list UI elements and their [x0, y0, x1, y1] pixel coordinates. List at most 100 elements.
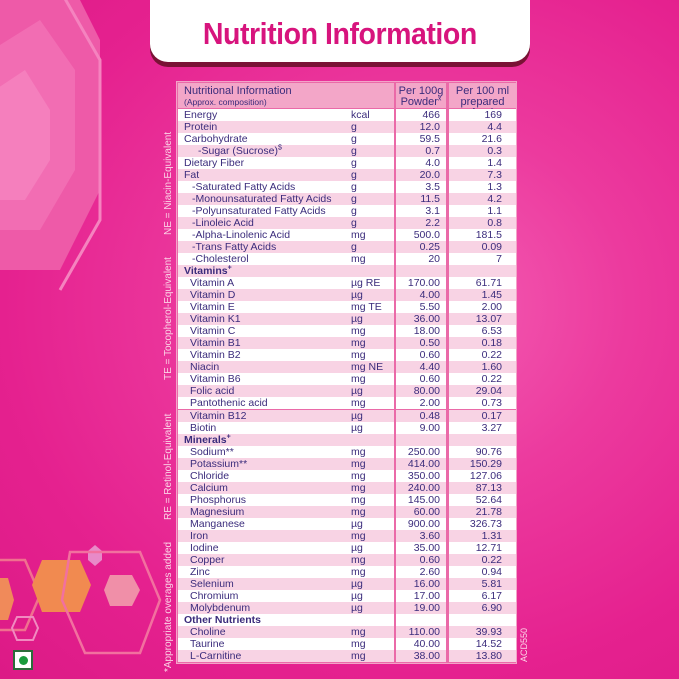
- value-per-100g: [396, 613, 446, 626]
- nutrient-label: Vitamin B6: [190, 373, 241, 386]
- nutrient-row: Sodium** mg 250.00 90.76: [178, 445, 516, 458]
- nutrient-name: Vitamin E: [190, 301, 235, 313]
- nutrient-row: -Monounsaturated Fatty Acids g 11.5 4.2: [178, 193, 516, 206]
- nutrient-label: Fat: [184, 169, 200, 182]
- nutrient-row: Folic acid µg 80.00 29.04: [178, 385, 516, 398]
- value-per-100ml: 150.29: [449, 457, 516, 470]
- nutrient-row: Copper mg 0.60 0.22: [178, 553, 516, 566]
- nutrient-name: -Monounsaturated Fatty Acids: [192, 193, 332, 205]
- value-per-100g: 0.60: [396, 373, 446, 386]
- nutrient-row: Zinc mg 2.60 0.94: [178, 565, 516, 578]
- nutrient-name: Vitamins+: [184, 265, 232, 278]
- nutrient-unit: mg: [351, 457, 366, 470]
- value-per-100ml: 0.22: [449, 349, 516, 362]
- value-per-100g: 12.0: [396, 121, 446, 134]
- value-per-100ml: 181.5: [449, 229, 516, 242]
- nutrient-name: Potassium**: [190, 458, 247, 470]
- nutrient-label: Pantothenic acid: [190, 397, 268, 410]
- nutrient-row: Vitamin C mg 18.00 6.53: [178, 325, 516, 338]
- note-overages: *Appropriate overages added: [163, 541, 174, 672]
- note-niacin-equivalent: NE = Niacin-Equivalent: [163, 131, 174, 235]
- nutrient-cell: Vitamin B2 mg: [178, 349, 394, 362]
- nutrient-unit: µg: [351, 517, 363, 530]
- nutrient-label: Chromium: [190, 589, 239, 602]
- value-per-100g: 17.00: [396, 589, 446, 602]
- nutrient-label: Vitamin B12: [190, 409, 247, 422]
- nutrient-label: Protein: [184, 121, 218, 134]
- nutrient-name: Zinc: [190, 566, 210, 578]
- nutrient-row: -Polyunsaturated Fatty Acids g 3.1 1.1: [178, 205, 516, 218]
- value-per-100ml: 0.22: [449, 373, 516, 386]
- nutrient-name: Iodine: [190, 542, 219, 554]
- product-code: ACD550: [519, 627, 529, 662]
- nutrient-label: -Polyunsaturated Fatty Acids: [192, 205, 326, 218]
- nutrient-row: Vitamin B12 µg 0.48 0.17: [178, 409, 516, 422]
- section-heading-row: Other Nutrients: [178, 613, 516, 626]
- value-per-100g: 0.60: [396, 553, 446, 566]
- nutrient-row: Potassium** mg 414.00 150.29: [178, 457, 516, 470]
- nutrient-unit: g: [351, 217, 357, 230]
- nutrient-unit: µg: [351, 589, 363, 602]
- nutrient-cell: Fat g: [178, 169, 394, 182]
- nutrient-unit: µg: [351, 577, 363, 590]
- value-per-100g: 3.5: [396, 181, 446, 194]
- nutrient-unit: mg: [351, 445, 366, 458]
- value-per-100g: 500.0: [396, 229, 446, 242]
- note-tocopherol-equivalent: TE = Tocopherol-Equivalent: [163, 257, 174, 380]
- nutrient-row: Niacin mg NE 4.40 1.60: [178, 361, 516, 374]
- value-per-100ml: 4.2: [449, 193, 516, 206]
- nutrient-cell: Phosphorus mg: [178, 493, 394, 506]
- value-per-100g: 36.00: [396, 313, 446, 326]
- nutrient-cell: Minerals+: [178, 433, 394, 446]
- value-per-100g: 240.00: [396, 481, 446, 494]
- nutrient-unit: mg: [351, 505, 366, 518]
- nutrient-cell: -Cholesterol mg: [178, 253, 394, 266]
- nutrient-label: -Monounsaturated Fatty Acids: [192, 193, 332, 206]
- nutrient-cell: Vitamin E mg TE: [178, 301, 394, 314]
- value-per-100g: 3.1: [396, 205, 446, 218]
- nutrient-cell: Protein g: [178, 121, 394, 134]
- value-per-100g: 9.00: [396, 421, 446, 434]
- nutrient-row: Vitamin B6 mg 0.60 0.22: [178, 373, 516, 386]
- nutrient-row: Vitamin B1 mg 0.50 0.18: [178, 337, 516, 350]
- value-per-100ml: 1.31: [449, 529, 516, 542]
- nutrient-cell: Vitamin A µg RE: [178, 277, 394, 290]
- value-per-100g: 2.2: [396, 217, 446, 230]
- nutrient-label: Sodium**: [190, 445, 234, 458]
- nutrient-name: Vitamin K1: [190, 313, 241, 325]
- nutrient-row: Choline mg 110.00 39.93: [178, 625, 516, 638]
- nutrient-unit: mg: [351, 493, 366, 506]
- value-per-100ml: 39.93: [449, 625, 516, 638]
- value-per-100ml: 2.00: [449, 301, 516, 314]
- nutrient-unit: mg: [351, 253, 366, 266]
- value-per-100g: [396, 433, 446, 446]
- nutrient-cell: Copper mg: [178, 553, 394, 566]
- nutrient-name: Taurine: [190, 638, 224, 650]
- nutrient-cell: Vitamins+: [178, 265, 394, 278]
- nutrient-label: Vitamins: [184, 265, 228, 278]
- nutrient-name: Copper: [190, 554, 224, 566]
- nutrient-row: Vitamin B2 mg 0.60 0.22: [178, 349, 516, 362]
- nutrient-unit: mg: [351, 349, 366, 362]
- value-per-100ml: 4.4: [449, 121, 516, 134]
- value-per-100g: 0.7: [396, 145, 446, 158]
- nutrient-row: Calcium mg 240.00 87.13: [178, 481, 516, 494]
- nutrient-label: Potassium**: [190, 457, 248, 470]
- value-per-100g: 60.00: [396, 505, 446, 518]
- value-per-100ml: 0.17: [449, 409, 516, 422]
- nutrient-label: Manganese: [190, 517, 245, 530]
- nutrient-label: Folic acid: [190, 385, 235, 398]
- nutrient-name: -Saturated Fatty Acids: [192, 181, 295, 193]
- nutrient-unit: mg: [351, 325, 366, 338]
- nutrient-label: Other Nutrients: [184, 613, 262, 626]
- nutrient-label: -Alpha-Linolenic Acid: [192, 229, 291, 242]
- value-per-100ml: 0.94: [449, 565, 516, 578]
- value-per-100ml: 87.13: [449, 481, 516, 494]
- nutrient-unit: mg: [351, 373, 366, 386]
- nutrient-name: Folic acid: [190, 385, 234, 397]
- nutrient-unit: mg TE: [351, 301, 382, 314]
- nutrient-unit: g: [351, 241, 357, 254]
- value-per-100g: 110.00: [396, 625, 446, 638]
- nutrient-name: Fat: [184, 169, 199, 181]
- nutrient-name: Sodium**: [190, 446, 234, 458]
